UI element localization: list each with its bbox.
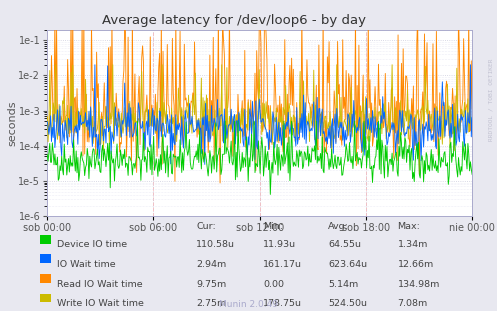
Text: 524.50u: 524.50u — [328, 299, 367, 308]
Y-axis label: seconds: seconds — [7, 100, 17, 146]
Text: Read IO Wait time: Read IO Wait time — [57, 280, 143, 289]
Text: 9.75m: 9.75m — [196, 280, 227, 289]
Text: 0.00: 0.00 — [263, 280, 284, 289]
Text: Device IO time: Device IO time — [57, 240, 127, 249]
Text: 11.93u: 11.93u — [263, 240, 297, 249]
Text: RRDTOOL / TOBI OETIKER: RRDTOOL / TOBI OETIKER — [489, 58, 494, 141]
Text: 12.66m: 12.66m — [398, 260, 434, 269]
Text: 64.55u: 64.55u — [328, 240, 361, 249]
Text: Min:: Min: — [263, 222, 283, 231]
Text: 110.58u: 110.58u — [196, 240, 235, 249]
Text: Average latency for /dev/loop6 - by day: Average latency for /dev/loop6 - by day — [101, 14, 366, 27]
Text: 7.08m: 7.08m — [398, 299, 428, 308]
Text: Max:: Max: — [398, 222, 420, 231]
Text: 2.75m: 2.75m — [196, 299, 227, 308]
Text: 2.94m: 2.94m — [196, 260, 227, 269]
Text: Avg:: Avg: — [328, 222, 349, 231]
Text: Munin 2.0.49: Munin 2.0.49 — [219, 300, 278, 309]
Text: 623.64u: 623.64u — [328, 260, 367, 269]
Text: 1.34m: 1.34m — [398, 240, 428, 249]
Text: 178.75u: 178.75u — [263, 299, 302, 308]
Text: IO Wait time: IO Wait time — [57, 260, 116, 269]
Text: Cur:: Cur: — [196, 222, 216, 231]
Text: 161.17u: 161.17u — [263, 260, 302, 269]
Text: 134.98m: 134.98m — [398, 280, 440, 289]
Text: 5.14m: 5.14m — [328, 280, 358, 289]
Text: Write IO Wait time: Write IO Wait time — [57, 299, 144, 308]
